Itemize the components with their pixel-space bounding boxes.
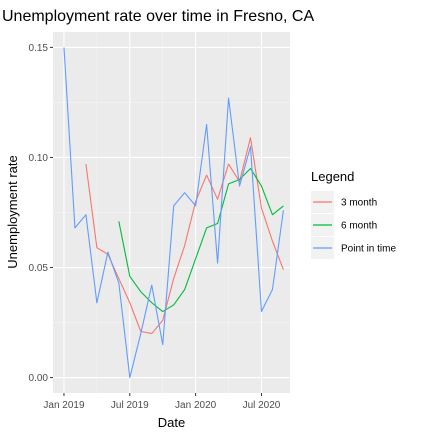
legend-title: Legend: [311, 169, 354, 184]
x-axis-title: Date: [158, 415, 185, 430]
legend-label-3-month: 3 month: [341, 198, 377, 209]
x-axis: Jan 2019 Jul 2019 Jan 2020 Jul 2020: [43, 393, 281, 411]
legend: Legend 3 month 6 month Point in time: [311, 169, 396, 259]
series-line-3-month: [85, 137, 284, 335]
legend-items: 3 month 6 month Point in time: [311, 191, 396, 259]
series-lines: [63, 47, 284, 379]
x-tick-label: Jan 2020: [175, 400, 217, 411]
y-tick-label: 0.10: [29, 153, 49, 164]
y-tick-label: 0.15: [29, 43, 49, 54]
chart-title: Unemployment rate over time in Fresno, C…: [2, 8, 314, 25]
legend-label-6-month: 6 month: [341, 221, 377, 232]
series-line-6-month: [118, 167, 284, 313]
y-tick-label: 0.05: [29, 263, 49, 274]
y-tick-label: 0.00: [29, 373, 49, 384]
series-line-point-in-time: [63, 47, 284, 379]
y-axis: 0.00 0.05 0.10 0.15: [29, 43, 53, 384]
x-tick-label: Jan 2019: [43, 400, 85, 411]
y-axis-title: Unemployment rate: [5, 155, 20, 268]
legend-label-point-in-time: Point in time: [341, 244, 396, 255]
x-tick-label: Jul 2020: [243, 400, 281, 411]
x-tick-label: Jul 2019: [111, 400, 149, 411]
